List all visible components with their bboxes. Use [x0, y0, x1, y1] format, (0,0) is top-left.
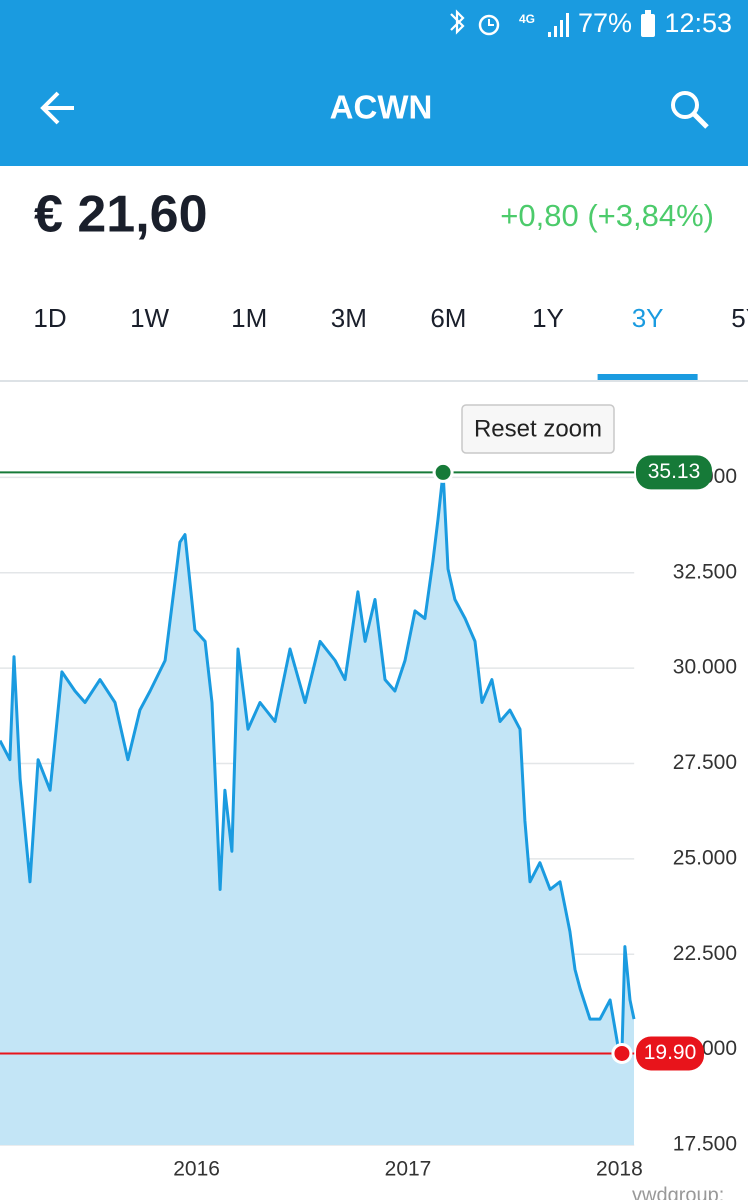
y-tick-label: 32.500	[673, 560, 737, 583]
y-tick-label: 22.500	[673, 942, 737, 965]
x-tick-label: 2016	[173, 1158, 220, 1181]
reset-zoom-label[interactable]: Reset zoom	[474, 415, 602, 442]
tab[interactable]: 3Y	[632, 303, 664, 333]
x-tick-label: 2018	[596, 1158, 643, 1181]
watermark: vwdgroup:	[632, 1184, 724, 1200]
header-title: ACWN	[330, 89, 433, 126]
tab[interactable]: 1Y	[532, 303, 564, 333]
max-badge	[636, 455, 712, 490]
max-label: 35.13	[648, 460, 701, 483]
tab[interactable]: 1M	[231, 303, 267, 333]
tab[interactable]: 5Y	[731, 303, 748, 333]
price: € 21,60	[34, 186, 208, 244]
battery: 77%	[578, 8, 632, 38]
area	[0, 472, 634, 1145]
tab[interactable]: 1W	[130, 303, 169, 333]
tab[interactable]: 3M	[331, 303, 367, 333]
tab[interactable]: 1D	[33, 303, 66, 333]
y-tick-label: 27.500	[673, 751, 737, 774]
tab[interactable]: 6M	[430, 303, 466, 333]
reset-zoom[interactable]: Reset zoom	[461, 404, 615, 454]
back-button[interactable]	[40, 91, 74, 125]
tabs: 1D 1W 1M 3M 6M 1Y 3Y 5Y	[33, 303, 748, 380]
search-button[interactable]	[671, 91, 709, 129]
reset-zoom-box[interactable]	[461, 404, 615, 454]
min-marker	[611, 1042, 633, 1064]
min-badge	[636, 1036, 704, 1071]
x-tick-label: 2017	[385, 1158, 432, 1181]
network: 4G	[519, 12, 535, 26]
y-tick-label: 30.000	[673, 656, 737, 679]
y-tick-label: 25.000	[673, 846, 737, 869]
chart: 17.50020.00022.50025.00027.50030.00032.5…	[0, 455, 737, 1181]
status-icons	[450, 9, 655, 37]
app-bar	[0, 0, 748, 166]
y-tick-label: 17.500	[673, 1133, 737, 1156]
time: 12:53	[664, 8, 732, 38]
min-label: 19.90	[644, 1041, 697, 1064]
line	[0, 470, 636, 1055]
change: +0,80 (+3,84%)	[500, 198, 714, 233]
tab-indicator	[597, 374, 698, 380]
max-marker	[432, 461, 454, 483]
